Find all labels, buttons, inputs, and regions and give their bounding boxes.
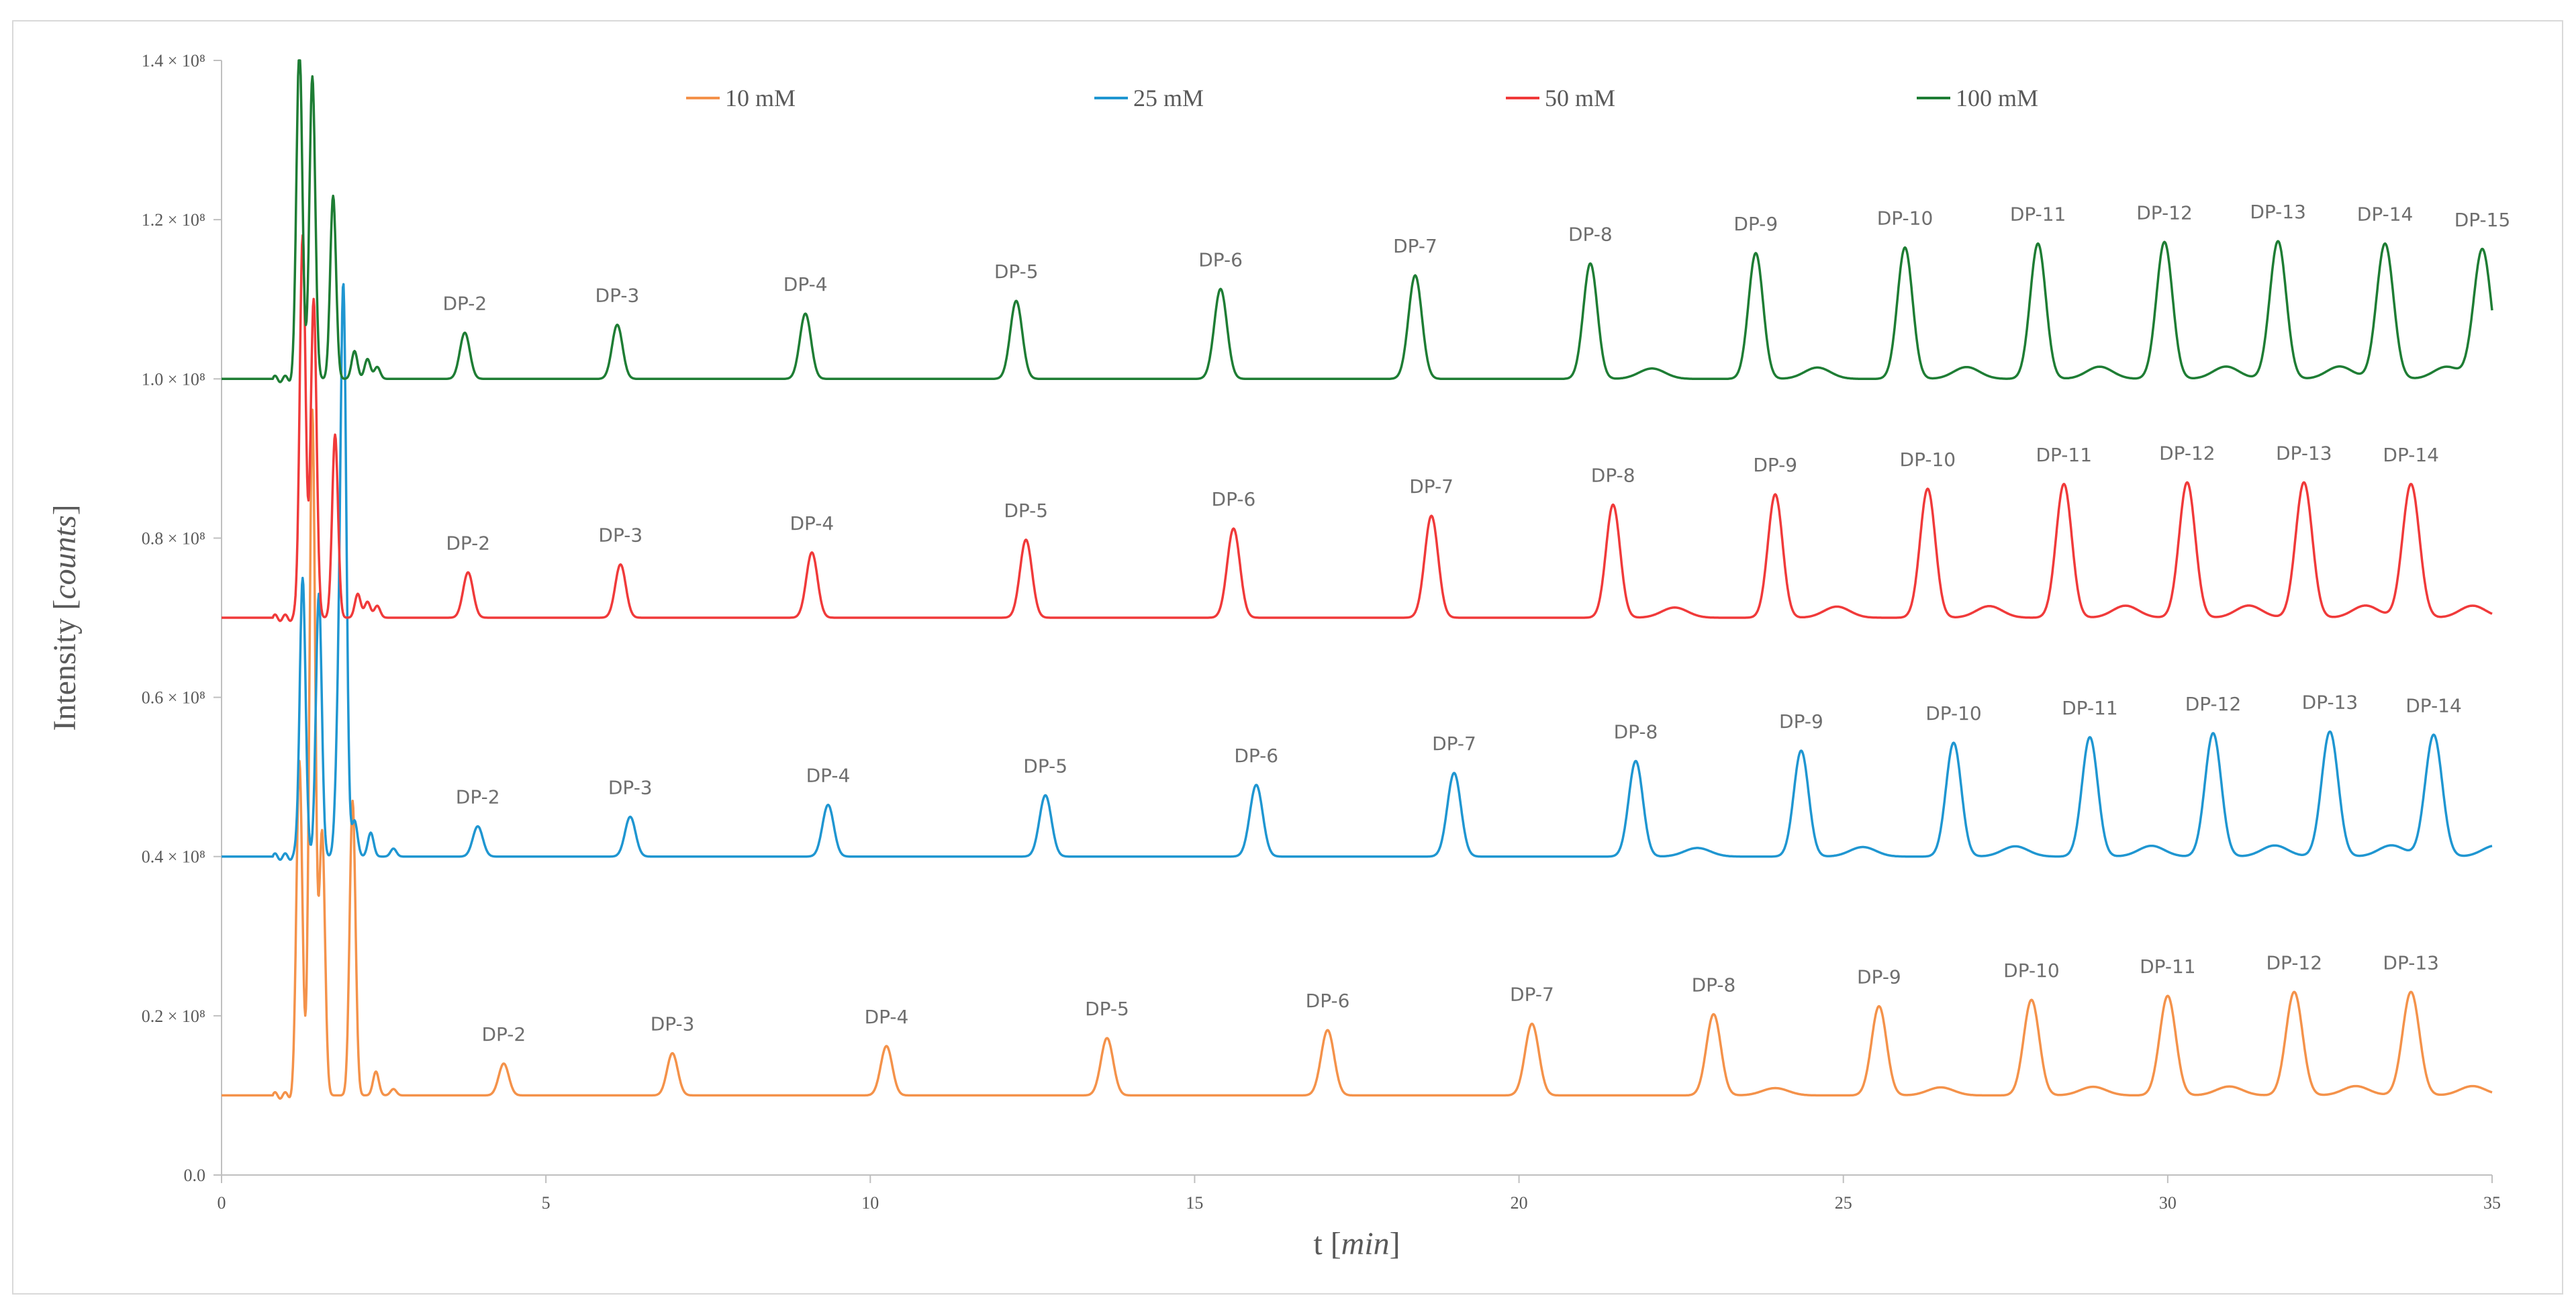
peak-label: DP-5 xyxy=(1023,755,1067,777)
peak-label: DP-3 xyxy=(608,776,653,798)
peak-label: DP-6 xyxy=(1198,248,1243,271)
x-axis-ticks: 0 5 10 15 20 25 30 35 xyxy=(218,1175,2501,1213)
x-tick-label: 5 xyxy=(542,1193,551,1213)
x-tick-label: 20 xyxy=(1511,1193,1528,1213)
x-tick-label: 15 xyxy=(1186,1193,1203,1213)
peak-label: DP-14 xyxy=(2405,694,2462,716)
peak-label: DP-5 xyxy=(994,261,1039,283)
peak-label: DP-7 xyxy=(1510,984,1554,1006)
peak-label: DP-11 xyxy=(2010,203,2066,226)
peak-label: DP-4 xyxy=(790,512,834,534)
y-tick-label: 0.8 × 10⁸ xyxy=(142,528,205,548)
legend-label: 25 mM xyxy=(1133,85,1204,111)
peak-label: DP-12 xyxy=(2185,693,2242,715)
peak-label: DP-8 xyxy=(1614,720,1658,743)
peak-label: DP-6 xyxy=(1212,488,1256,510)
peak-label: DP-14 xyxy=(2383,444,2439,466)
peak-label: DP-11 xyxy=(2036,444,2092,466)
peak-label: DP-2 xyxy=(456,786,500,808)
x-axis-title-text: t xyxy=(1313,1226,1323,1262)
peak-label: DP-12 xyxy=(2267,951,2323,974)
peak-label: DP-13 xyxy=(2250,201,2306,223)
y-axis-ticks: 0.0 0.2 × 10⁸ 0.4 × 10⁸ 0.6 × 10⁸ 0.8 × 10⁸ 1… xyxy=(142,51,222,1185)
peak-label: DP-13 xyxy=(2302,692,2358,714)
x-axis-unit: min xyxy=(1341,1226,1390,1262)
peak-label: DP-3 xyxy=(598,524,642,547)
series-line-50-mm xyxy=(221,234,2493,622)
peak-label: DP-9 xyxy=(1753,454,1797,476)
peak-label: DP-12 xyxy=(2159,442,2215,464)
peak-label: DP-13 xyxy=(2383,951,2439,974)
peak-label: DP-15 xyxy=(2454,209,2511,231)
peak-label: DP-7 xyxy=(1393,235,1437,257)
peak-label: DP-7 xyxy=(1409,475,1453,498)
peak-label: DP-5 xyxy=(1004,500,1048,522)
peak-label: DP-10 xyxy=(1900,449,1956,471)
y-tick-label: 1.4 × 10⁸ xyxy=(142,51,205,71)
peak-label: DP-3 xyxy=(595,285,640,307)
peak-label: DP-2 xyxy=(446,532,490,554)
peak-label: DP-14 xyxy=(2357,203,2414,226)
peak-label: DP-2 xyxy=(442,293,487,315)
x-tick-label: 25 xyxy=(1835,1193,1852,1213)
peak-label: DP-10 xyxy=(1877,207,1934,230)
peak-label: DP-4 xyxy=(806,765,851,787)
peak-label: DP-6 xyxy=(1234,745,1278,767)
peak-label: DP-4 xyxy=(865,1006,909,1028)
peak-label: DP-11 xyxy=(2140,955,2196,978)
peak-label: DP-9 xyxy=(1857,966,1901,988)
peak-label: DP-8 xyxy=(1591,465,1635,487)
y-axis-title-text: Intensity xyxy=(47,618,83,731)
peak-label: DP-5 xyxy=(1085,998,1129,1020)
series-line-10-mm xyxy=(221,408,2493,1100)
peak-label: DP-11 xyxy=(2062,697,2118,719)
peak-label: DP-8 xyxy=(1692,974,1736,996)
series-line-100-mm xyxy=(221,59,2493,383)
chart-frame xyxy=(12,20,2563,1295)
peak-label: DP-9 xyxy=(1779,710,1823,733)
y-tick-label: 0.4 × 10⁸ xyxy=(142,847,205,867)
y-axis-unit: counts xyxy=(47,515,83,599)
x-tick-label: 0 xyxy=(218,1193,226,1213)
y-axis-title: Intensity [counts] xyxy=(47,504,83,731)
legend-label: 10 mM xyxy=(725,85,796,111)
peak-label: DP-7 xyxy=(1432,733,1476,755)
peak-label: DP-6 xyxy=(1306,990,1350,1012)
y-tick-label: 1.2 × 10⁸ xyxy=(142,210,205,230)
y-tick-label: 1.0 × 10⁸ xyxy=(142,369,205,389)
x-tick-label: 10 xyxy=(861,1193,879,1213)
series-lines xyxy=(221,59,2493,1100)
peak-label: DP-2 xyxy=(481,1023,526,1045)
peak-label: DP-3 xyxy=(651,1013,695,1035)
peak-label: DP-10 xyxy=(1925,702,1982,724)
y-tick-label: 0.0 xyxy=(184,1166,206,1185)
peak-label: DP-12 xyxy=(2136,201,2193,224)
series-line-25-mm xyxy=(221,283,2493,861)
x-axis-title: t [min] xyxy=(1313,1226,1400,1262)
legend-label: 50 mM xyxy=(1545,85,1615,111)
legend: 10 mM 25 mM 50 mM 100 mM xyxy=(686,85,2038,111)
peak-label: DP-10 xyxy=(2003,959,2060,982)
peak-label: DP-13 xyxy=(2276,442,2332,464)
y-tick-label: 0.2 × 10⁸ xyxy=(142,1006,205,1026)
peak-label: DP-4 xyxy=(783,273,828,295)
peak-label: DP-9 xyxy=(1733,213,1778,235)
peak-label: DP-8 xyxy=(1568,223,1613,245)
x-tick-label: 35 xyxy=(2483,1193,2501,1213)
peak-labels: DP-2 DP-3 DP-4 DP-5 DP-6 DP-7 DP-8 DP-9 DP-10 DP-… xyxy=(442,201,2510,1045)
x-tick-label: 30 xyxy=(2159,1193,2177,1213)
y-tick-label: 0.6 × 10⁸ xyxy=(142,688,205,708)
legend-label: 100 mM xyxy=(1956,85,2038,111)
